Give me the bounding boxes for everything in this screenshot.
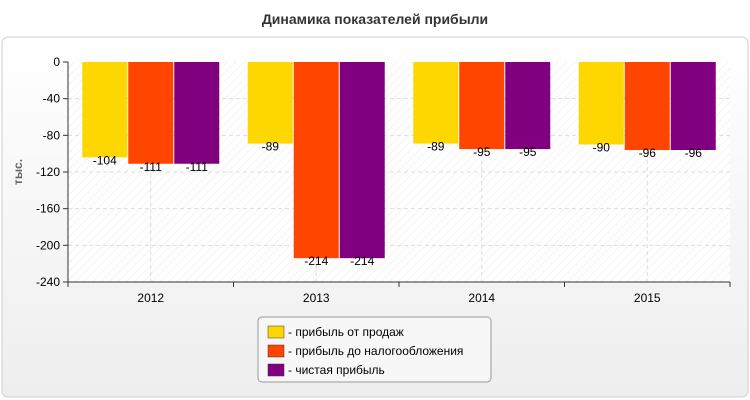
legend-label: - чистая прибыль: [288, 363, 385, 377]
bar: [413, 62, 459, 144]
legend-label: - прибыль от продаж: [288, 325, 404, 339]
data-labels: -104 -111 -111 -89 -214 -214 -89 -95 -95 -90 -96 -9…: [93, 140, 703, 269]
bar: [174, 62, 220, 164]
legend-swatch: [267, 363, 285, 377]
y-tick-label: -240: [36, 275, 60, 289]
chart-title: Динамика показателей прибыли: [262, 11, 488, 27]
bar: [82, 62, 128, 158]
data-label: -214: [350, 254, 374, 268]
data-label: -111: [186, 160, 209, 174]
x-tick-label: 2013: [303, 291, 330, 305]
data-label: -89: [427, 140, 445, 154]
bar: [578, 62, 624, 145]
data-label: -111: [140, 160, 163, 174]
bar: [624, 62, 670, 150]
legend-swatch: [267, 344, 285, 358]
data-label: -96: [685, 146, 703, 160]
x-tick-label: 2014: [468, 291, 495, 305]
axes: 0 -40 -80 -120 -160 -200 -240 2012 2013 2014 2015: [36, 55, 731, 305]
data-label: -104: [93, 153, 117, 167]
bar: [459, 62, 505, 150]
data-label: -96: [639, 146, 657, 160]
y-tick-label: -120: [36, 165, 60, 179]
legend-swatch: [267, 325, 285, 339]
bar: [505, 62, 551, 150]
y-axis-label: тыс.: [11, 159, 25, 185]
x-tick-label: 2012: [137, 291, 164, 305]
legend-label: - прибыль до налогообложения: [288, 344, 463, 358]
data-label: -95: [473, 145, 491, 159]
bar: [339, 62, 385, 259]
y-tick-label: -40: [43, 92, 61, 106]
bars: [82, 62, 716, 259]
y-tick-label: -160: [36, 202, 60, 216]
y-tick-label: -80: [43, 128, 61, 142]
x-tick-label: 2015: [634, 291, 661, 305]
bar: [247, 62, 293, 144]
bar: [670, 62, 716, 150]
data-label: -214: [304, 254, 328, 268]
bar: [128, 62, 174, 164]
legend: - прибыль от продаж - прибыль до налогооб…: [257, 316, 492, 383]
data-label: -89: [262, 140, 280, 154]
y-tick-label: 0: [53, 55, 60, 69]
legend-box: [257, 316, 492, 383]
data-label: -95: [519, 145, 537, 159]
bar: [293, 62, 339, 259]
y-tick-label: -200: [36, 238, 60, 252]
data-label: -90: [593, 141, 611, 155]
